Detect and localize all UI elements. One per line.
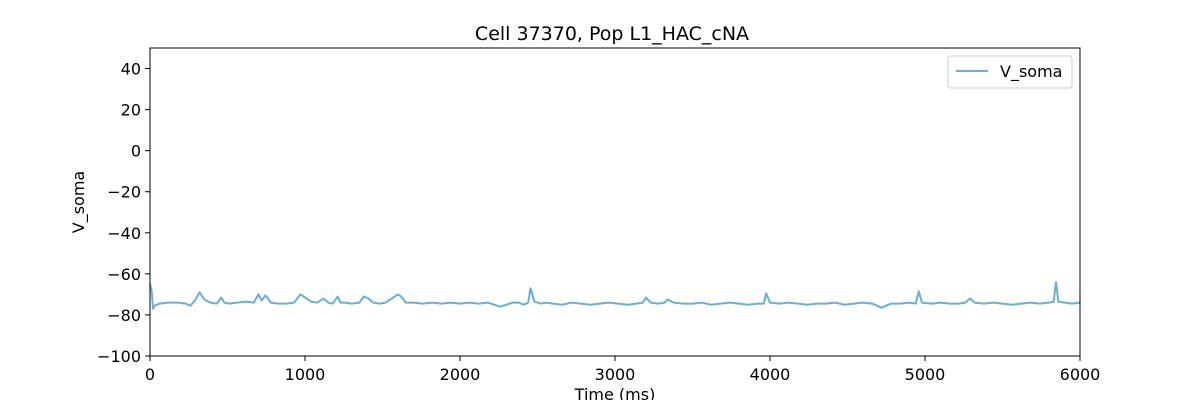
- legend-box: [947, 55, 1073, 89]
- x-tick-label: 1000: [285, 365, 326, 384]
- x-axis-label: Time (ms): [574, 385, 656, 400]
- y-axis-label: V_soma: [69, 171, 89, 233]
- x-tick-label: 2000: [440, 365, 481, 384]
- chart-title: Cell 37370, Pop L1_HAC_cNA: [475, 23, 749, 45]
- y-tick-label: −20: [107, 183, 141, 202]
- y-tick-label: −80: [107, 306, 141, 325]
- y-tick-label: −60: [107, 265, 141, 284]
- plot-frame: [149, 47, 1081, 357]
- legend-label-v-soma: V_soma: [1000, 62, 1062, 82]
- y-tick-label: 0: [131, 142, 141, 161]
- y-tick-label: 40: [121, 60, 141, 79]
- plot-area: [149, 281, 1081, 310]
- axis-ticks: 0 1000 2000 3000 4000 5000 6000 −100 −80 −60 −40 −2…: [97, 60, 1100, 384]
- y-tick-label: 20: [121, 101, 141, 120]
- x-tick-label: 5000: [905, 365, 946, 384]
- legend: V_soma: [947, 55, 1073, 89]
- x-tick-label: 6000: [1060, 365, 1101, 384]
- x-tick-label: 3000: [595, 365, 636, 384]
- y-tick-label: −40: [107, 224, 141, 243]
- x-tick-label: 4000: [750, 365, 791, 384]
- x-tick-label: 0: [145, 365, 155, 384]
- series-line-v-soma: [149, 281, 1081, 310]
- y-tick-label: −100: [97, 347, 141, 366]
